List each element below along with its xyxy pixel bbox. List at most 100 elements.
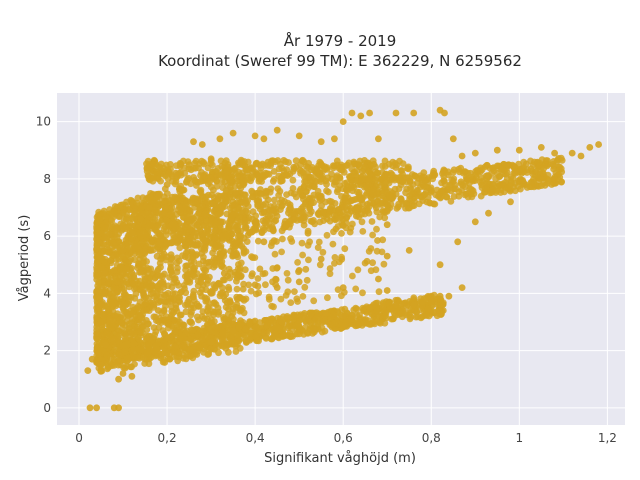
scatter-point [283, 270, 291, 277]
scatter-point [447, 198, 455, 205]
x-tick-label: 0,8 [422, 431, 441, 445]
scatter-point [242, 325, 250, 333]
scatter-point [160, 306, 168, 314]
scatter-point [528, 178, 536, 186]
scatter-point [471, 218, 479, 226]
scatter-point [229, 305, 237, 313]
scatter-point [317, 138, 325, 146]
scatter-point [105, 280, 112, 287]
scatter-point [181, 253, 189, 261]
scatter-point [449, 135, 457, 143]
scatter-point [139, 194, 147, 202]
scatter-point [135, 246, 143, 253]
scatter-point [154, 192, 162, 200]
scatter-point [255, 289, 263, 297]
scatter-point [228, 176, 235, 184]
scatter-point [289, 185, 297, 192]
scatter-point [268, 302, 276, 310]
scatter-point [478, 181, 486, 189]
scatter-point [198, 141, 206, 148]
scatter-point [274, 157, 282, 164]
scatter-point [410, 296, 417, 303]
scatter-point [155, 240, 163, 248]
scatter-point [354, 266, 362, 274]
scatter-point [551, 175, 559, 183]
scatter-point [153, 345, 161, 352]
scatter-point [181, 285, 188, 292]
scatter-point [338, 255, 346, 263]
scatter-point [180, 157, 187, 165]
scatter-point [413, 188, 421, 195]
scatter-point [207, 338, 215, 346]
scatter-point [392, 109, 400, 117]
scatter-point [163, 350, 171, 357]
scatter-point [326, 265, 334, 272]
scatter-point [167, 161, 174, 168]
scatter-point [143, 258, 151, 265]
scatter-point [334, 206, 342, 214]
scatter-point [198, 203, 206, 211]
scatter-point [339, 284, 347, 291]
scatter-point [328, 170, 335, 178]
scatter-point [251, 324, 259, 332]
scatter-point [141, 273, 149, 280]
scatter-point [471, 149, 479, 157]
scatter-point [119, 247, 127, 254]
scatter-point [172, 169, 180, 177]
scatter-point [302, 265, 310, 273]
scatter-point [278, 177, 285, 185]
scatter-point [369, 259, 376, 267]
scatter-point [206, 178, 214, 186]
scatter-point [235, 272, 243, 279]
scatter-point [303, 163, 310, 170]
scatter-point [219, 328, 227, 336]
scatter-point [131, 208, 139, 215]
scatter-point [137, 328, 144, 336]
scatter-point [381, 319, 389, 327]
points-layer [84, 106, 602, 412]
scatter-point [201, 247, 209, 254]
scatter-point [273, 324, 280, 332]
scatter-point [331, 200, 339, 207]
scatter-point [193, 313, 201, 321]
scatter-point [246, 229, 254, 236]
scatter-point [363, 257, 371, 265]
scatter-point [146, 204, 153, 211]
scatter-point [507, 198, 514, 206]
scatter-point [198, 335, 206, 343]
scatter-point [185, 295, 193, 303]
scatter-point [254, 172, 261, 179]
scatter-point [200, 253, 207, 261]
scatter-point [277, 295, 285, 303]
scatter-point [248, 253, 255, 260]
scatter-point [161, 316, 169, 324]
scatter-point [219, 336, 226, 343]
scatter-point [305, 256, 312, 264]
scatter-point [441, 109, 448, 117]
scatter-point [462, 174, 470, 182]
scatter-point [97, 361, 105, 369]
scatter-point [342, 224, 350, 232]
scatter-point [428, 187, 435, 195]
scatter-point [483, 185, 490, 193]
scatter-point [322, 310, 329, 317]
scatter-point [369, 186, 377, 194]
scatter-point [271, 250, 279, 258]
scatter-point [410, 301, 418, 309]
scatter-point [269, 334, 276, 342]
scatter-point [115, 351, 123, 358]
scatter-point [134, 194, 142, 202]
scatter-point [387, 201, 395, 208]
scatter-point [301, 200, 309, 208]
scatter-point [258, 172, 266, 179]
scatter-point [493, 146, 501, 154]
scatter-point [93, 404, 100, 412]
scatter-point [296, 187, 304, 195]
scatter-point [373, 225, 380, 233]
scatter-point [130, 346, 138, 353]
scatter-point [358, 218, 366, 226]
scatter-point [143, 282, 151, 289]
scatter-point [542, 157, 550, 164]
scatter-point [248, 187, 256, 195]
scatter-point [359, 206, 366, 213]
